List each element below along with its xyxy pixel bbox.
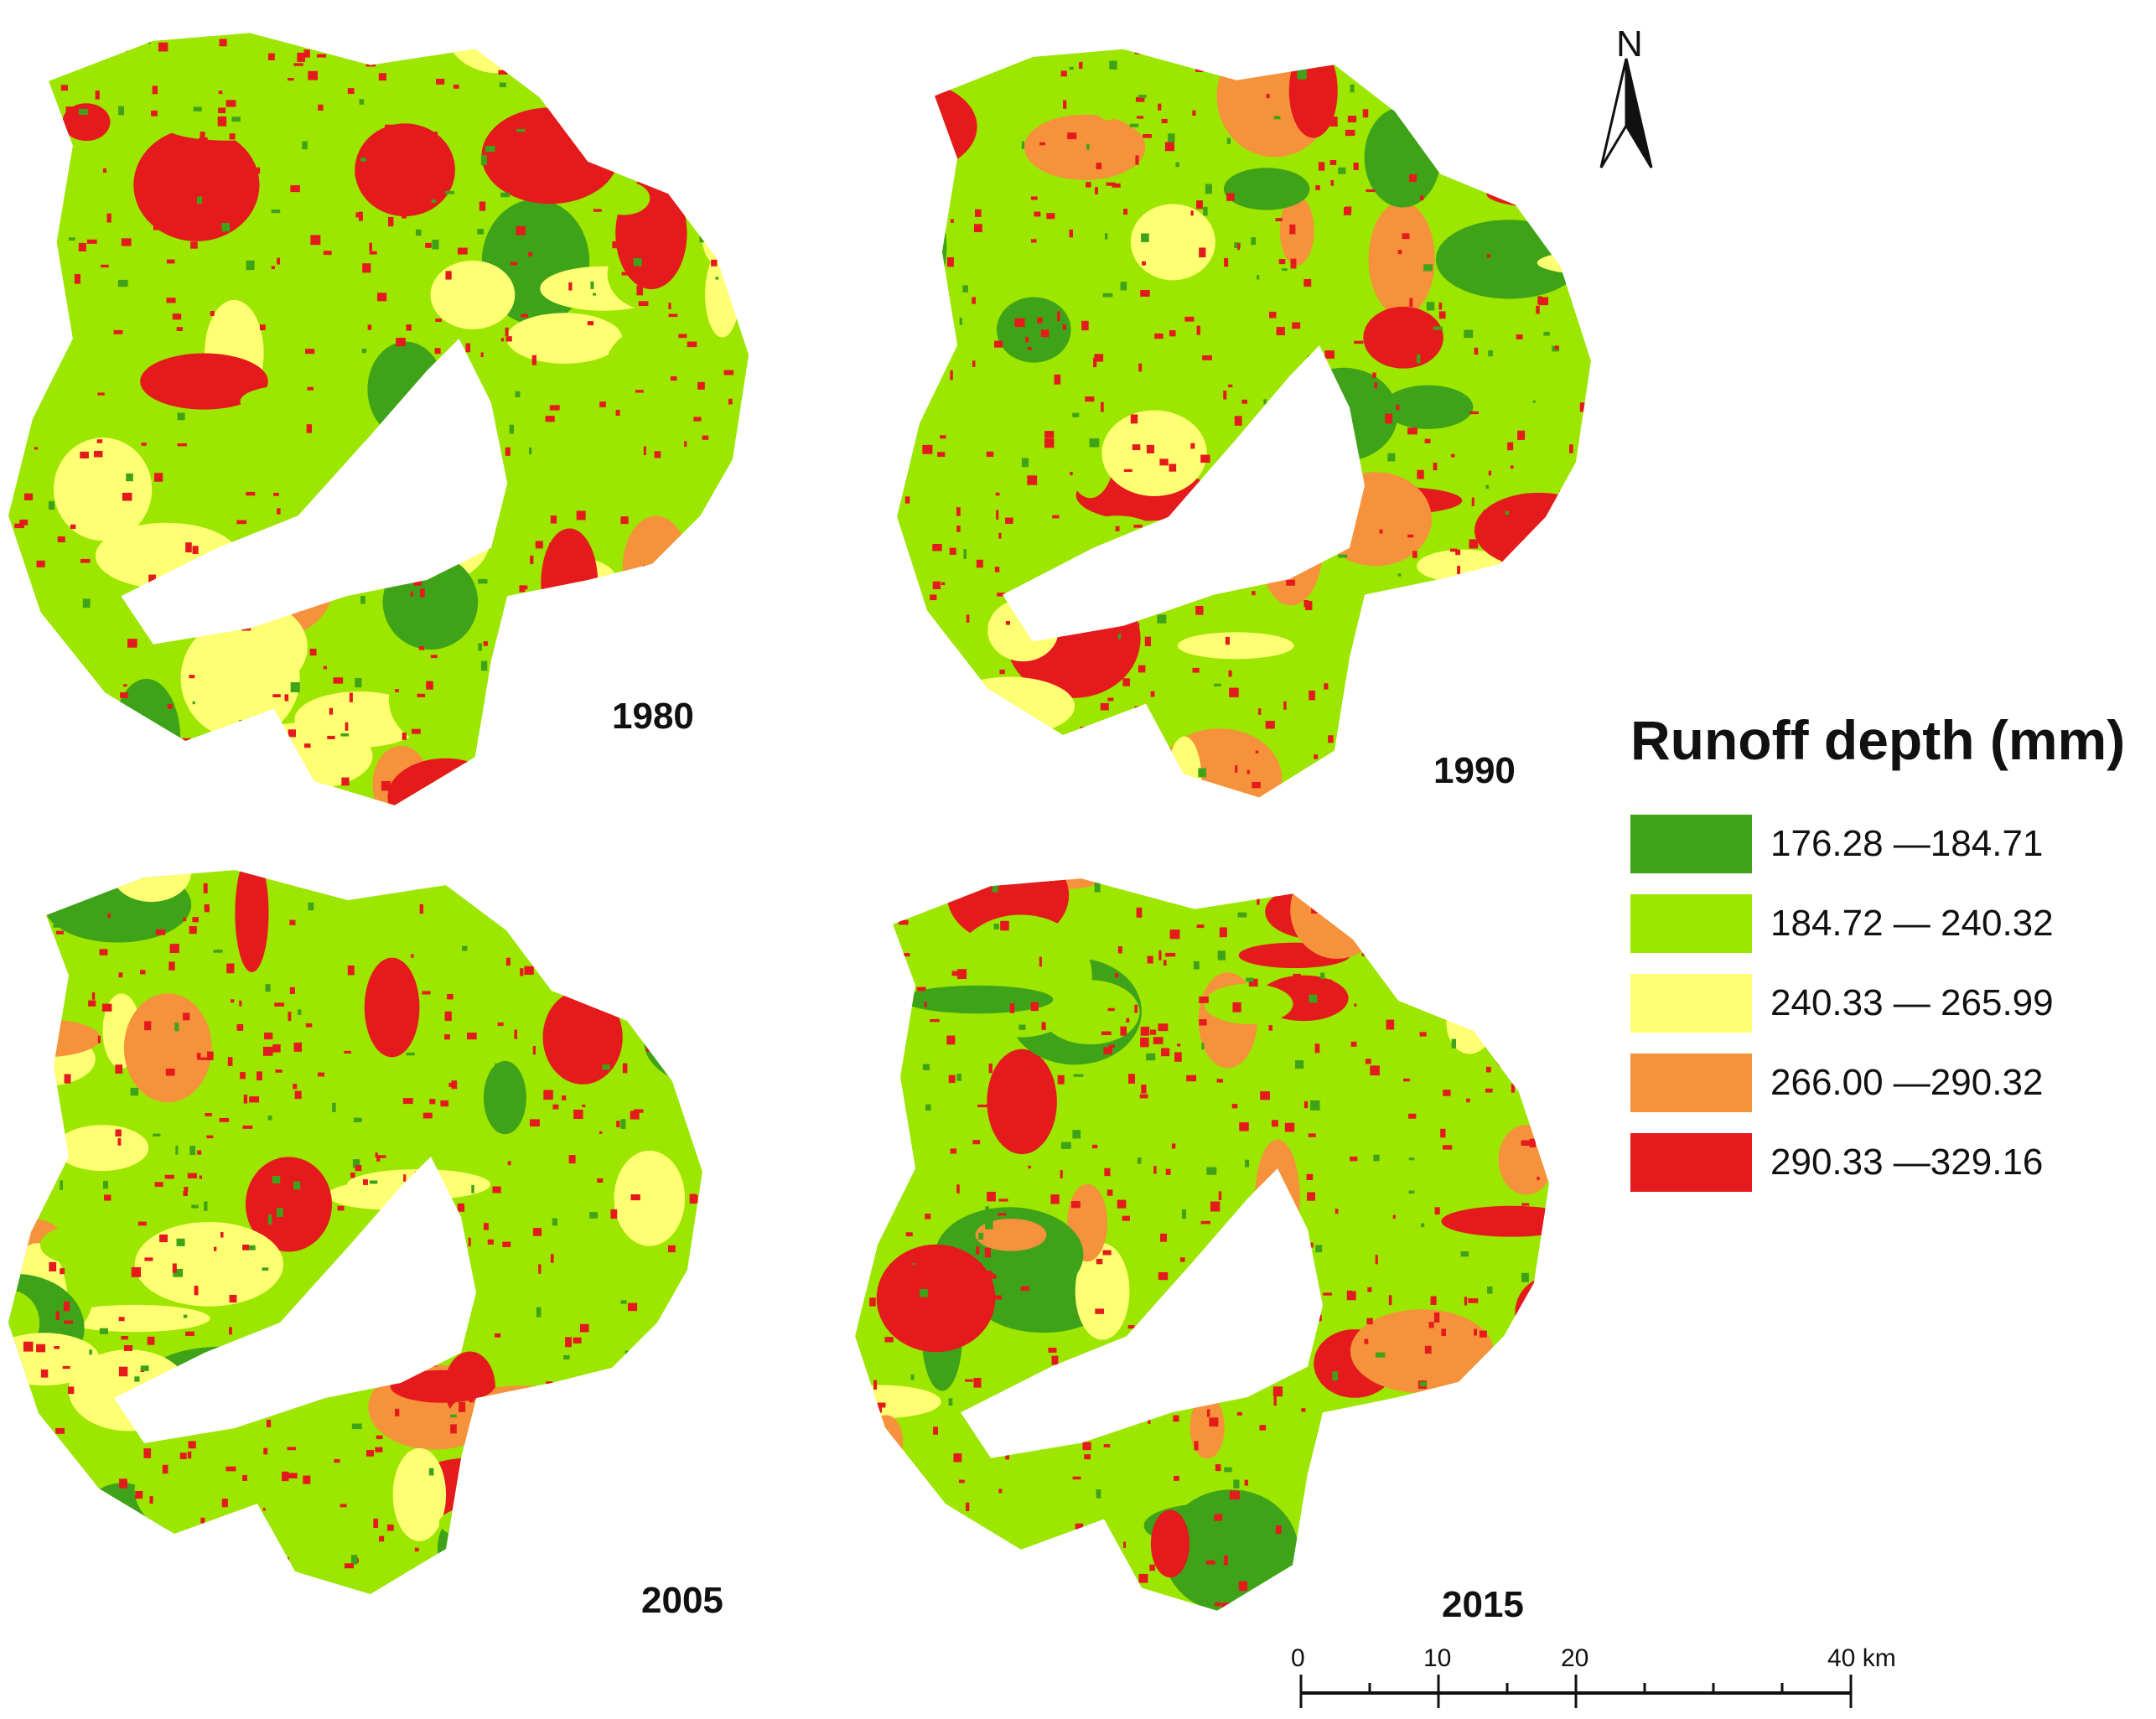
runoff-map-1990	[897, 49, 1591, 798]
legend-label: 266.00 —290.32	[1770, 1061, 2044, 1103]
legend-swatch	[1630, 973, 1752, 1033]
legend-swatch	[1630, 814, 1752, 873]
scale-tick-label: 40 km	[1827, 1644, 1896, 1672]
legend-label: 176.28 —184.71	[1770, 822, 2044, 864]
year-label-1990: 1990	[1433, 750, 1516, 791]
legend-item: 266.00 —290.32	[1630, 1043, 2125, 1122]
legend-swatch	[1630, 1053, 1752, 1112]
scale-bar	[1299, 1675, 1853, 1708]
legend-label: 184.72 — 240.32	[1770, 902, 2054, 944]
legend-item: 176.28 —184.71	[1630, 804, 2125, 883]
legend-label: 290.33 —329.16	[1770, 1141, 2044, 1183]
scale-tick-label: 20	[1561, 1644, 1589, 1672]
legend-item: 184.72 — 240.32	[1630, 883, 2125, 963]
runoff-map-2005	[8, 870, 702, 1594]
legend-swatch	[1630, 1132, 1752, 1192]
legend-item: 290.33 —329.16	[1630, 1122, 2125, 1202]
year-label-2005: 2005	[641, 1580, 723, 1621]
year-label-2015: 2015	[1442, 1584, 1524, 1625]
legend-item: 240.33 — 265.99	[1630, 963, 2125, 1043]
legend-title: Runoff depth (mm)	[1630, 709, 2126, 771]
legend-swatch	[1630, 893, 1752, 953]
legend-label: 240.33 — 265.99	[1770, 981, 2054, 1023]
year-label-1980: 1980	[612, 696, 694, 737]
north-arrow-icon	[1599, 58, 1653, 168]
scale-tick-label: 10	[1423, 1644, 1452, 1672]
legend: Runoff depth (mm) 176.28 —184.71 184.72 …	[1630, 708, 2125, 1202]
north-label: N	[1616, 23, 1643, 65]
runoff-map-1980	[8, 33, 749, 805]
runoff-map-2015	[855, 878, 1549, 1611]
scale-tick-label: 0	[1291, 1644, 1305, 1672]
